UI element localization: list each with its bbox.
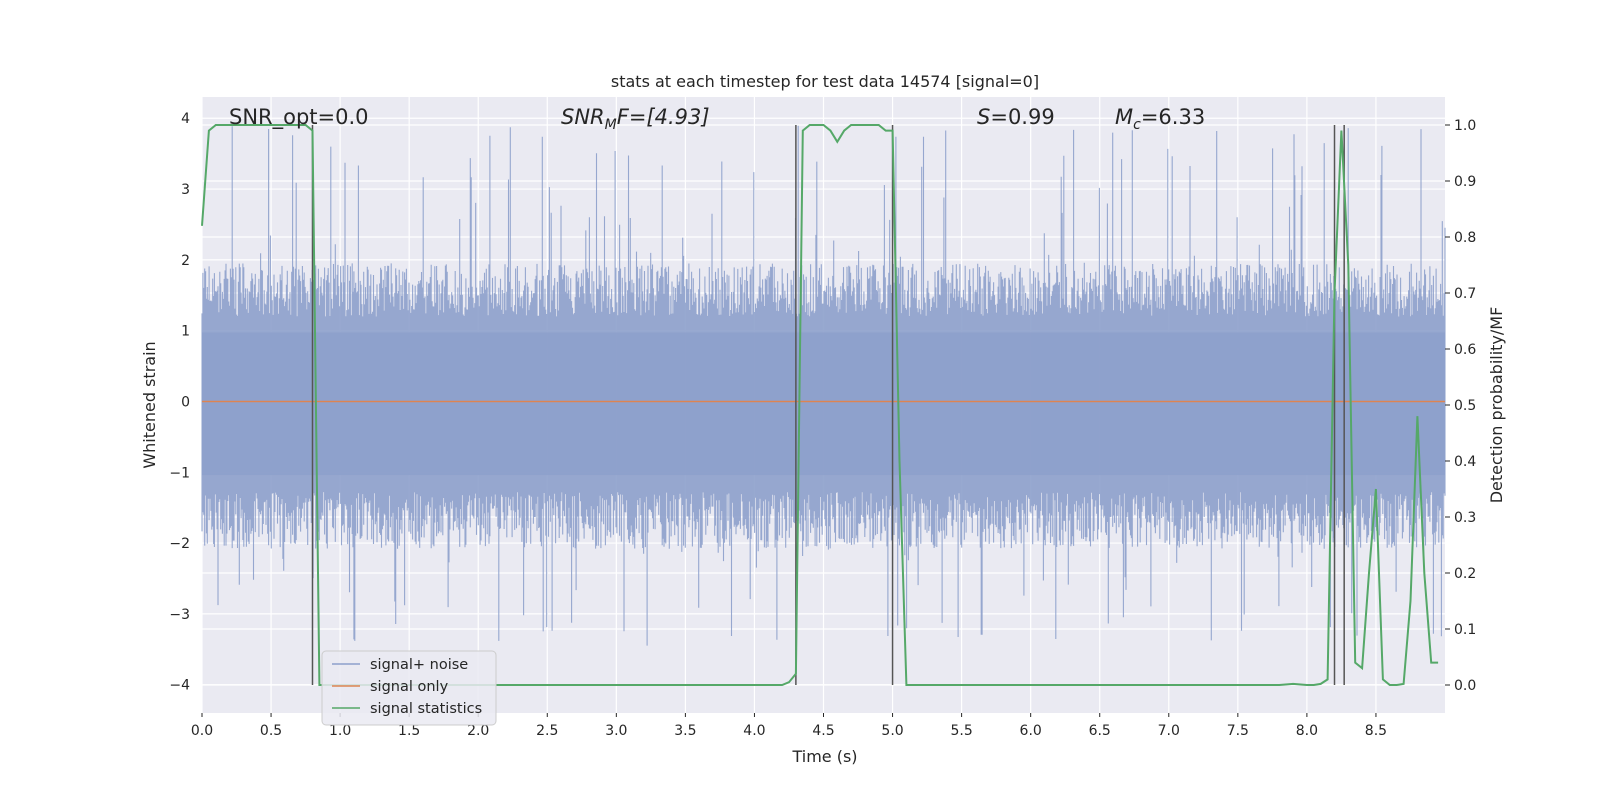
y2-tick-label: 0.2: [1454, 566, 1476, 582]
chart-title: stats at each timestep for test data 145…: [611, 72, 1039, 91]
x-tick-label: 2.5: [536, 723, 558, 739]
y2-tick-label: 0.1: [1454, 622, 1476, 638]
y-tick-label: 3: [181, 182, 190, 198]
legend-label-signal-noise: signal+ noise: [370, 657, 468, 673]
y2-tick-label: 0.4: [1454, 454, 1476, 470]
x-tick-label: 2.0: [467, 723, 489, 739]
y-tick-label: 4: [181, 111, 190, 127]
y-tick-label: 1: [181, 324, 190, 340]
series-signal-noise: [201, 125, 1446, 646]
marker-lines: [311, 125, 1345, 685]
x-tick-label: 1.5: [398, 723, 420, 739]
y2-tick-label: 0.9: [1454, 174, 1476, 190]
annotations: SNR_opt=0.0 SNRMF=[4.93] S=0.99 Mc=6.33: [229, 105, 1205, 133]
x-tick-label: 6.0: [1020, 723, 1042, 739]
legend: signal+ noise signal only signal statist…: [321, 650, 497, 726]
legend-box: [321, 650, 497, 726]
y-tick-label: −3: [169, 607, 190, 623]
y2-tick-label: 0.3: [1454, 510, 1476, 526]
y-tick-label: −4: [169, 678, 190, 694]
y2-tick-label: 0.6: [1454, 342, 1476, 358]
y-tick-label: 0: [181, 394, 190, 410]
x-tick-label: 5.0: [881, 723, 903, 739]
annotation-mc: Mc=6.33: [1115, 105, 1205, 133]
y-axis-label: Whitened strain: [140, 341, 159, 468]
y2-axis-label: Detection probability/MF: [1487, 307, 1506, 504]
x-tick-label: 6.5: [1089, 723, 1111, 739]
x-tick-label: 4.5: [812, 723, 834, 739]
y-tick-label: −2: [169, 536, 190, 552]
y2-tick-label: 0.7: [1454, 286, 1476, 302]
annotation-snr-mf-main: SNR: [561, 105, 605, 129]
y-tick-label: 2: [181, 253, 190, 269]
x-tick-label: 8.5: [1365, 723, 1387, 739]
y2-tick-label: 0.8: [1454, 230, 1476, 246]
x-tick-label: 4.0: [743, 723, 765, 739]
y2-tick-label: 0.5: [1454, 398, 1476, 414]
x-tick-label: 7.5: [1227, 723, 1249, 739]
x-tick-label: 1.0: [329, 723, 351, 739]
x-axis-ticks: 0.0 0.5 1.0 1.5 2.0 2.5 3.0 3.5 4.0 4.5 5.0 5.5 6.0 6…: [191, 713, 1387, 739]
x-tick-label: 0.5: [260, 723, 282, 739]
legend-label-signal-statistics: signal statistics: [370, 701, 482, 717]
annotation-snr-mf: SNRMF=[4.93]: [561, 105, 710, 133]
x-tick-label: 7.0: [1158, 723, 1180, 739]
y2-tick-label: 1.0: [1454, 118, 1476, 134]
x-tick-label: 5.5: [950, 723, 972, 739]
x-tick-label: 3.0: [605, 723, 627, 739]
x-tick-label: 8.0: [1296, 723, 1318, 739]
annotation-snr-mf-sub: M: [605, 117, 617, 133]
legend-label-signal-only: signal only: [370, 679, 449, 695]
y-tick-label: −1: [169, 465, 190, 481]
y-axis-ticks: 4 3 2 1 0 −1 −2 −3 −4: [169, 111, 190, 693]
x-axis-label: Time (s): [791, 747, 857, 766]
annotation-snr-opt: SNR_opt=0.0: [229, 105, 369, 130]
x-tick-label: 3.5: [674, 723, 696, 739]
x-tick-label: 0.0: [191, 723, 213, 739]
annotation-snr-mf-rest: F=[4.93]: [617, 105, 710, 129]
y2-axis-ticks: 1.0 0.9 0.8 0.7 0.6 0.5 0.4 0.3 0.2 0.1 0.0: [1445, 118, 1476, 694]
annotation-s: S=0.99: [977, 105, 1055, 129]
y2-tick-label: 0.0: [1454, 678, 1476, 694]
